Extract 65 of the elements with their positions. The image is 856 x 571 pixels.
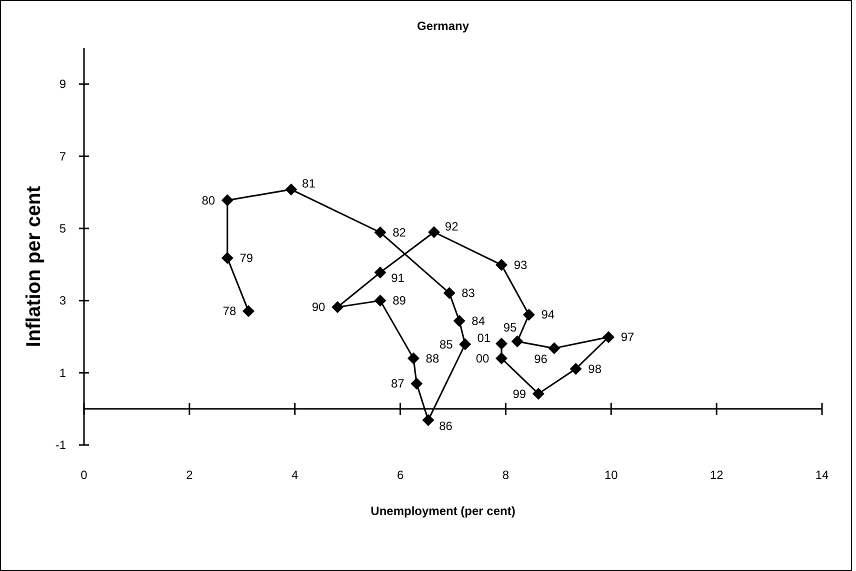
annotation: 01 bbox=[477, 330, 491, 345]
annotation: 79 bbox=[240, 251, 254, 266]
point bbox=[443, 287, 456, 300]
point bbox=[221, 194, 234, 206]
x-tick-label: 8 bbox=[502, 468, 510, 482]
point bbox=[422, 414, 434, 426]
x-tick-label: 0 bbox=[80, 468, 88, 482]
point bbox=[459, 338, 472, 350]
x-tick-label: 10 bbox=[604, 468, 618, 482]
x-tick-label: 14 bbox=[815, 468, 829, 482]
x-axis-title: Unemployment (per cent) bbox=[370, 504, 516, 518]
annotation: 84 bbox=[472, 314, 486, 328]
point bbox=[285, 183, 298, 196]
y-tick-label: 5 bbox=[59, 221, 66, 236]
point bbox=[511, 335, 524, 348]
chart-title: Germany bbox=[416, 19, 470, 33]
point bbox=[495, 258, 508, 271]
y-tick-label: 3 bbox=[59, 294, 66, 308]
point bbox=[453, 314, 466, 327]
point bbox=[522, 308, 535, 321]
annotation: 98 bbox=[588, 362, 602, 376]
annotation: 91 bbox=[391, 271, 405, 286]
annotation: 93 bbox=[514, 258, 528, 272]
point bbox=[532, 388, 544, 400]
point bbox=[407, 352, 420, 364]
point bbox=[428, 226, 440, 238]
point bbox=[221, 252, 234, 264]
annotation: 81 bbox=[302, 176, 316, 191]
annotation: 85 bbox=[439, 337, 454, 352]
point bbox=[374, 294, 386, 307]
annotation: 00 bbox=[476, 351, 490, 366]
y-axis-title: Inflation per cent bbox=[23, 186, 45, 348]
point bbox=[242, 305, 254, 318]
point bbox=[602, 331, 615, 344]
annotation: 82 bbox=[392, 225, 406, 240]
annotation: 89 bbox=[392, 294, 406, 308]
annotation: 94 bbox=[541, 308, 555, 322]
annotation: 99 bbox=[512, 386, 526, 401]
annotation: 90 bbox=[312, 300, 326, 314]
point bbox=[332, 301, 344, 314]
x-tick-label: 2 bbox=[186, 468, 194, 482]
annotation: 88 bbox=[426, 351, 440, 366]
point bbox=[374, 226, 386, 238]
point bbox=[495, 338, 508, 350]
y-tick-label: -1 bbox=[55, 438, 66, 452]
x-tick-label: 4 bbox=[292, 468, 299, 482]
annotation: 83 bbox=[462, 286, 476, 300]
y-tick-label: 9 bbox=[59, 77, 66, 92]
point bbox=[374, 266, 386, 278]
annotation: 95 bbox=[503, 320, 518, 335]
annotation: 87 bbox=[390, 376, 405, 391]
x-tick-label: 12 bbox=[710, 468, 724, 482]
annotation: 86 bbox=[439, 418, 453, 433]
y-tick-label: 7 bbox=[59, 149, 66, 164]
point bbox=[410, 378, 423, 390]
point bbox=[548, 342, 560, 354]
point bbox=[570, 362, 582, 375]
x-tick-label: 6 bbox=[396, 468, 404, 482]
y-tick-label: 1 bbox=[59, 366, 66, 380]
annotation: 97 bbox=[620, 330, 634, 344]
point bbox=[495, 352, 508, 364]
annotation: 80 bbox=[202, 193, 216, 208]
annotation: 78 bbox=[222, 304, 236, 318]
annotation: 96 bbox=[534, 352, 548, 366]
annotation: 92 bbox=[444, 219, 459, 234]
